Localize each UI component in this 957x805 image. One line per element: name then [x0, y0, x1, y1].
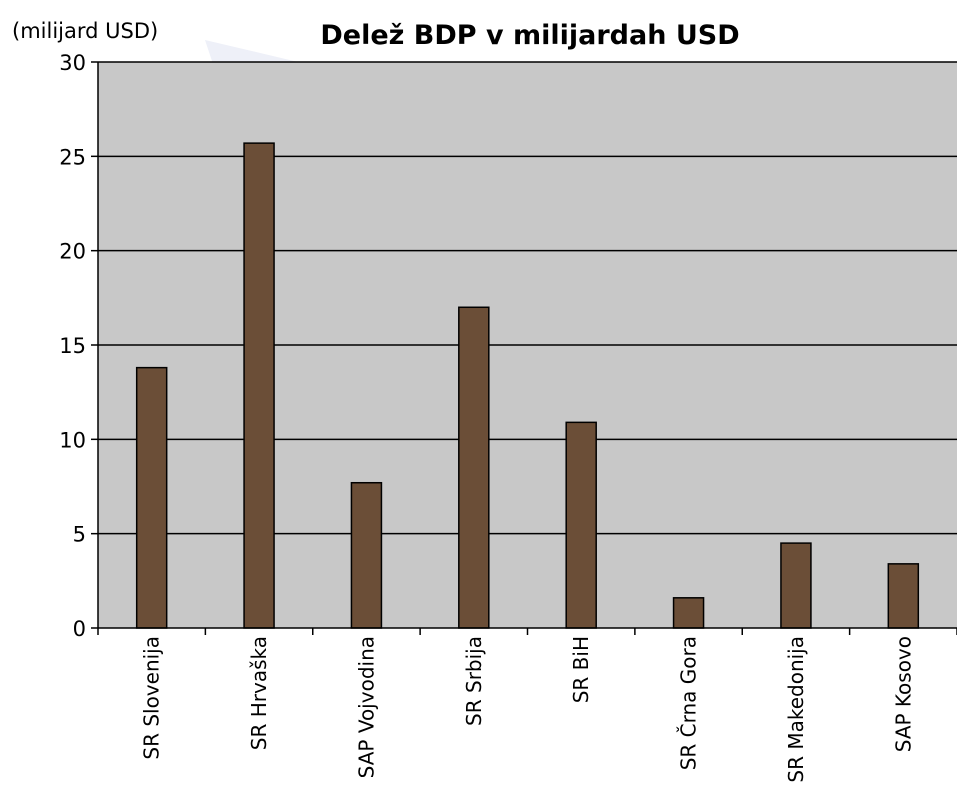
y-axis-ticks: 0 5 10 15 20 25 30: [59, 51, 98, 641]
x-category-label: SR Srbija: [462, 636, 486, 726]
x-axis-labels: SR Slovenija SR Hrvaška SAP Vojvodina SR Sr…: [140, 636, 916, 783]
bar: [135, 366, 168, 629]
x-category-label: SR Črna Gora: [677, 636, 701, 770]
bar: [350, 481, 383, 629]
bar: [780, 542, 812, 629]
x-category-label: SR Makedonija: [784, 636, 808, 783]
x-category-label: SAP Vojvodina: [354, 636, 378, 778]
y-tick-label: 10: [59, 428, 86, 452]
gridlines: [98, 61, 957, 535]
bar: [458, 306, 490, 629]
y-tick-label: 25: [59, 145, 86, 169]
y-tick-label: 15: [59, 334, 86, 358]
x-category-label: SR Slovenija: [140, 636, 164, 760]
x-category-label: SAP Kosovo: [891, 636, 915, 752]
x-category-label: SR Hrvaška: [247, 636, 271, 750]
y-tick-label: 5: [73, 523, 86, 547]
x-category-label: SR BiH: [569, 636, 593, 703]
y-tick-label: 20: [59, 240, 86, 264]
bar: [243, 142, 275, 629]
y-tick-label: 30: [59, 51, 86, 75]
chart-title: Delež BDP v milijardah USD: [320, 20, 739, 51]
bar: [565, 421, 597, 629]
y-axis-unit-label: (milijard USD): [12, 19, 158, 43]
bar: [887, 563, 920, 629]
bar: [672, 597, 705, 629]
y-tick-label: 0: [73, 617, 86, 641]
